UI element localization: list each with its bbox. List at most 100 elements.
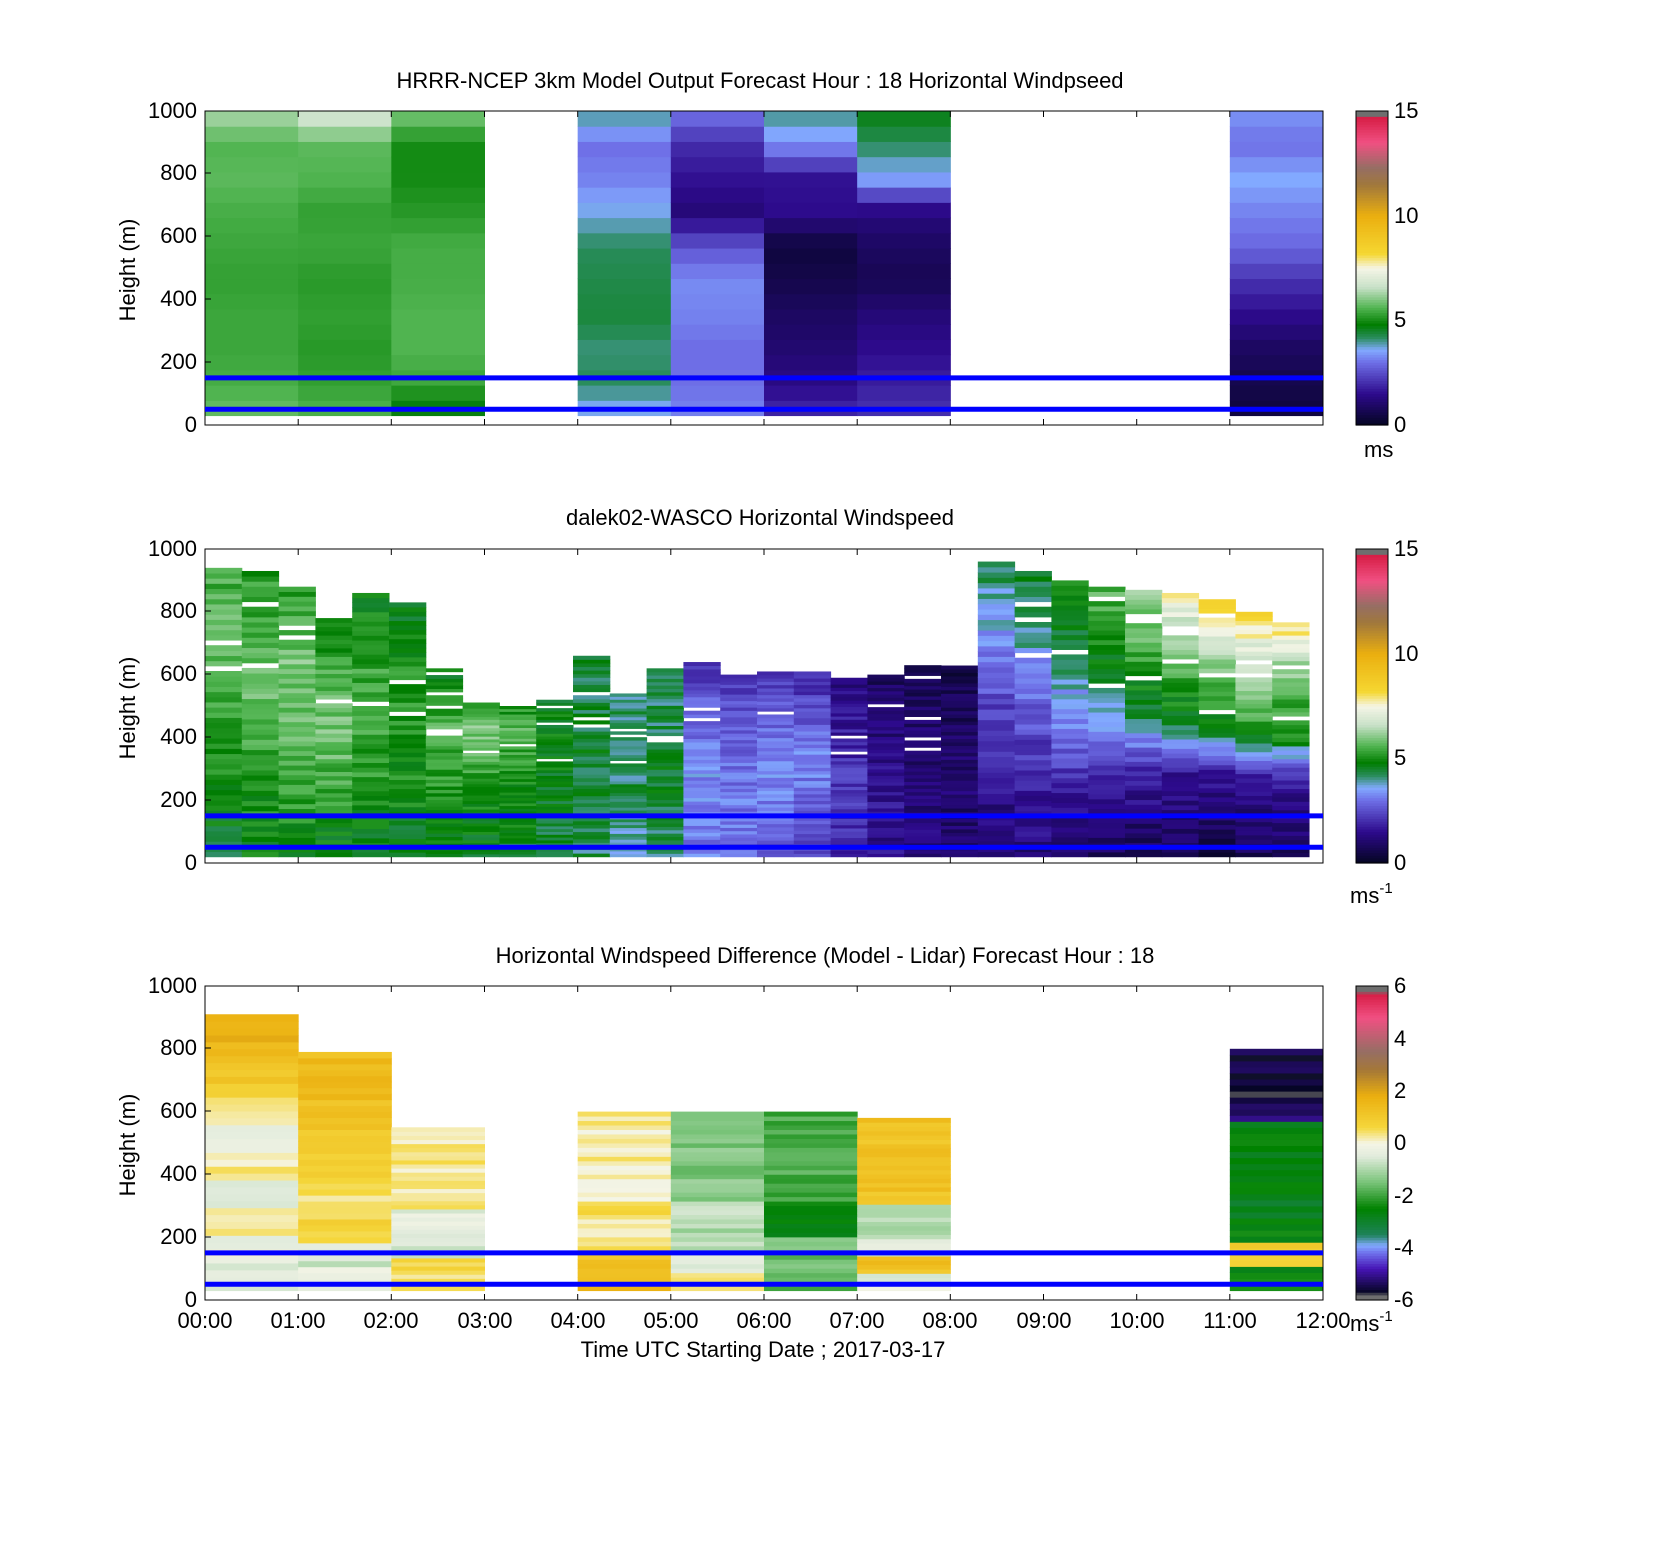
colorbar-segment <box>1356 818 1388 822</box>
heatmap-cell <box>298 1159 392 1166</box>
colorbar-segment <box>1356 768 1388 773</box>
heatmap-cell <box>1161 809 1200 815</box>
heatmap-cell <box>609 836 648 840</box>
heatmap-cell <box>1088 591 1126 597</box>
heatmap-cell <box>391 308 485 325</box>
heatmap-cell <box>830 792 868 797</box>
heatmap-cell <box>1125 718 1163 724</box>
heatmap-cell <box>867 690 905 695</box>
heatmap-cell <box>1014 591 1052 597</box>
heatmap-cell <box>462 800 500 804</box>
heatmap-cell <box>867 674 905 679</box>
heatmap-cell <box>1088 760 1126 766</box>
heatmap-cell <box>315 758 353 764</box>
heatmap-cell <box>1198 852 1236 858</box>
heatmap-cell <box>1088 755 1126 761</box>
heatmap-cell <box>1161 724 1200 731</box>
heatmap-cell <box>205 810 243 816</box>
heatmap-cell <box>646 712 684 716</box>
heatmap-cell <box>857 156 951 173</box>
heatmap-cell <box>391 1200 485 1206</box>
heatmap-cell <box>1014 826 1052 832</box>
heatmap-cell <box>462 710 500 715</box>
colorbar-segment <box>1356 304 1388 308</box>
heatmap-cell <box>1014 815 1052 822</box>
heatmap-cell <box>646 695 684 700</box>
heatmap-cell <box>609 792 648 796</box>
heatmap-cell <box>977 724 1016 731</box>
heatmap-cell <box>1051 713 1089 720</box>
heatmap-cell <box>609 693 648 697</box>
heatmap-cell <box>1161 776 1200 782</box>
heatmap-cell <box>1125 761 1163 767</box>
heatmap-cell <box>205 1131 299 1140</box>
heatmap-cell <box>462 851 500 855</box>
heatmap-cell <box>278 678 316 684</box>
heatmap-cell <box>352 597 390 603</box>
heatmap-cell <box>241 724 280 730</box>
heatmap-cell <box>720 723 758 728</box>
heatmap-cell <box>1014 795 1052 802</box>
heatmap-cell <box>720 840 758 845</box>
heatmap-cell <box>298 1063 392 1071</box>
heatmap-cell <box>205 324 299 340</box>
heatmap-cell <box>391 324 485 340</box>
heatmap-cell <box>757 747 795 752</box>
heatmap-cell <box>646 826 684 831</box>
heatmap-cell <box>205 686 243 693</box>
heatmap-cell <box>1198 801 1236 807</box>
heatmap-cell <box>941 710 979 715</box>
colorbar-segment <box>1356 1006 1388 1011</box>
colorbar-segment <box>1356 1140 1388 1144</box>
heatmap-cell <box>577 1201 672 1207</box>
heatmap-cell <box>1125 680 1163 686</box>
heatmap-cell <box>298 1075 392 1083</box>
heatmap-cell <box>298 111 392 127</box>
colorbar-segment <box>1356 789 1388 793</box>
heatmap-cell <box>670 1232 765 1238</box>
heatmap-cell <box>205 1117 299 1126</box>
colorbar-segment <box>1356 1056 1388 1060</box>
heatmap-cell <box>1235 620 1273 626</box>
colorbar-segment <box>1356 554 1388 558</box>
heatmap-cell <box>830 725 868 730</box>
heatmap-cell <box>1229 232 1324 249</box>
heatmap-cell <box>646 688 684 693</box>
heatmap-cell <box>536 834 574 838</box>
heatmap-cell <box>830 754 868 759</box>
heatmap-cell <box>670 217 765 234</box>
heatmap-cell <box>205 1235 299 1243</box>
heatmap-cell <box>573 731 611 736</box>
x-tick-label: 00:00 <box>177 1308 232 1333</box>
colorbar-segment <box>1356 747 1388 752</box>
heatmap-cell <box>499 724 537 729</box>
heatmap-cell <box>670 1142 765 1148</box>
heatmap-cell <box>977 793 1016 800</box>
heatmap-cell <box>389 820 427 826</box>
heatmap-cell <box>1088 745 1126 752</box>
heatmap-cell <box>205 1173 299 1181</box>
heatmap-cell <box>298 1189 392 1196</box>
heatmap-cell <box>389 734 427 740</box>
heatmap-cell <box>1235 633 1273 639</box>
heatmap-cell <box>425 802 464 807</box>
heatmap-cell <box>757 770 795 775</box>
heatmap-cell <box>1014 805 1052 812</box>
heatmap-cell <box>241 815 280 822</box>
heatmap-cell <box>298 354 392 371</box>
x-tick-label: 08:00 <box>922 1308 977 1333</box>
heatmap-cell <box>241 785 280 791</box>
heatmap-cell <box>941 776 979 781</box>
heatmap-cell <box>298 1093 392 1101</box>
heatmap-cell <box>1125 794 1163 801</box>
heatmap-cell <box>793 711 832 715</box>
heatmap-cell <box>720 850 758 854</box>
heatmap-cell <box>1235 616 1273 622</box>
heatmap-cell <box>720 690 758 695</box>
heatmap-cell <box>793 823 832 828</box>
heatmap-cell <box>1229 1115 1324 1122</box>
heatmap-cell <box>205 1193 299 1202</box>
heatmap-cell <box>298 324 392 340</box>
heatmap-cell <box>536 736 574 740</box>
heatmap-cell <box>205 1076 299 1084</box>
